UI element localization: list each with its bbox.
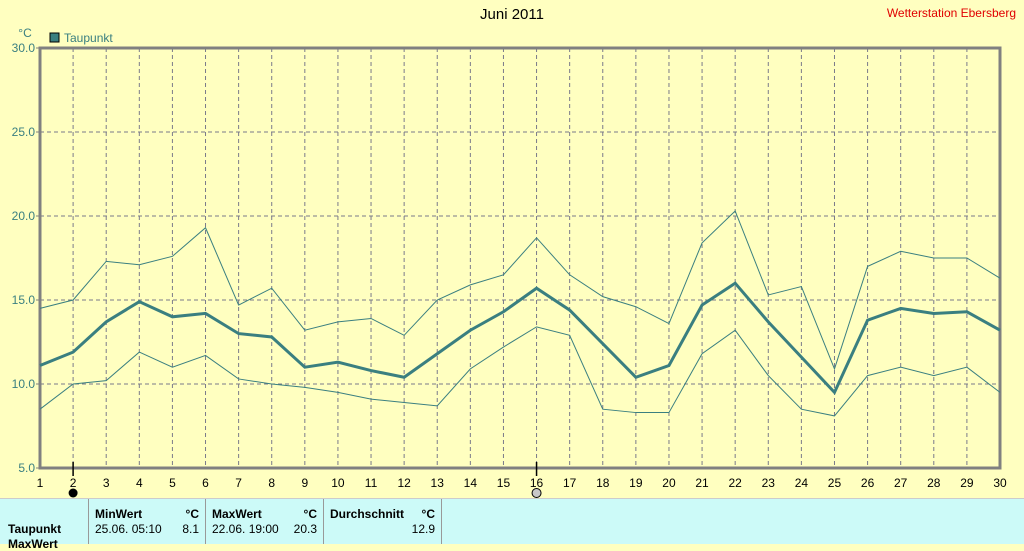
y-tick-label: 15.0 [12, 293, 36, 307]
row-label-taupunkt: Taupunkt [8, 522, 61, 536]
x-tick-label: 14 [464, 476, 478, 490]
avg-column: Durchschnitt °C 12.9 [324, 499, 442, 544]
x-tick-label: 11 [365, 476, 378, 490]
x-tick-label: 21 [695, 476, 709, 490]
x-tick-label: 10 [331, 476, 345, 490]
x-tick-label: 8 [268, 476, 275, 490]
y-tick-label: 10.0 [12, 377, 36, 391]
x-tick-label: 16 [530, 476, 544, 490]
row-labels: Taupunkt MaxWert [0, 499, 89, 544]
y-axis-unit: °C [18, 26, 32, 40]
max-value: 20.3 [294, 522, 317, 536]
x-tick-label: 20 [662, 476, 676, 490]
legend-label: Taupunkt [64, 31, 113, 45]
y-tick-label: 5.0 [18, 461, 35, 475]
min-unit: °C [186, 507, 199, 521]
x-tick-label: 24 [795, 476, 809, 490]
min-time: 25.06. 05:10 [95, 522, 162, 536]
x-tick-label: 30 [993, 476, 1007, 490]
x-tick-label: 22 [728, 476, 742, 490]
x-tick-label: 27 [894, 476, 908, 490]
x-tick-label: 13 [431, 476, 445, 490]
x-tick-label: 9 [301, 476, 308, 490]
x-tick-label: 15 [497, 476, 511, 490]
min-header: MinWert [95, 507, 142, 521]
x-tick-label: 25 [828, 476, 842, 490]
series-line-min [40, 327, 1000, 416]
x-tick-label: 23 [762, 476, 776, 490]
range-marker-hollow [532, 489, 541, 498]
min-value: 8.1 [182, 522, 199, 536]
x-tick-label: 5 [169, 476, 176, 490]
row-label-maxwert: MaxWert [8, 537, 58, 551]
x-tick-label: 26 [861, 476, 875, 490]
x-tick-label: 3 [103, 476, 110, 490]
plot-frame [40, 48, 1000, 468]
x-tick-label: 18 [596, 476, 610, 490]
range-marker-filled [69, 489, 78, 498]
x-tick-label: 17 [563, 476, 577, 490]
max-time: 22.06. 19:00 [212, 522, 279, 536]
x-tick-label: 2 [70, 476, 77, 490]
x-tick-label: 29 [960, 476, 974, 490]
stats-panel: Taupunkt MaxWert MinWert °C 25.06. 05:10… [0, 498, 1024, 544]
x-tick-label: 7 [235, 476, 242, 490]
y-tick-label: 25.0 [12, 125, 36, 139]
x-tick-label: 12 [397, 476, 411, 490]
x-tick-label: 19 [629, 476, 643, 490]
min-column: MinWert °C 25.06. 05:10 8.1 [89, 499, 206, 544]
avg-value: 12.9 [412, 522, 435, 536]
max-column: MaxWert °C 22.06. 19:00 20.3 [206, 499, 324, 544]
avg-unit: °C [422, 507, 435, 521]
y-tick-label: 30.0 [12, 41, 36, 55]
max-header: MaxWert [212, 507, 262, 521]
max-unit: °C [304, 507, 317, 521]
x-tick-label: 28 [927, 476, 941, 490]
x-tick-label: 6 [202, 476, 209, 490]
x-tick-label: 4 [136, 476, 143, 490]
avg-header: Durchschnitt [330, 507, 404, 521]
legend-swatch [50, 33, 59, 42]
y-tick-label: 20.0 [12, 209, 36, 223]
x-tick-label: 1 [37, 476, 44, 490]
